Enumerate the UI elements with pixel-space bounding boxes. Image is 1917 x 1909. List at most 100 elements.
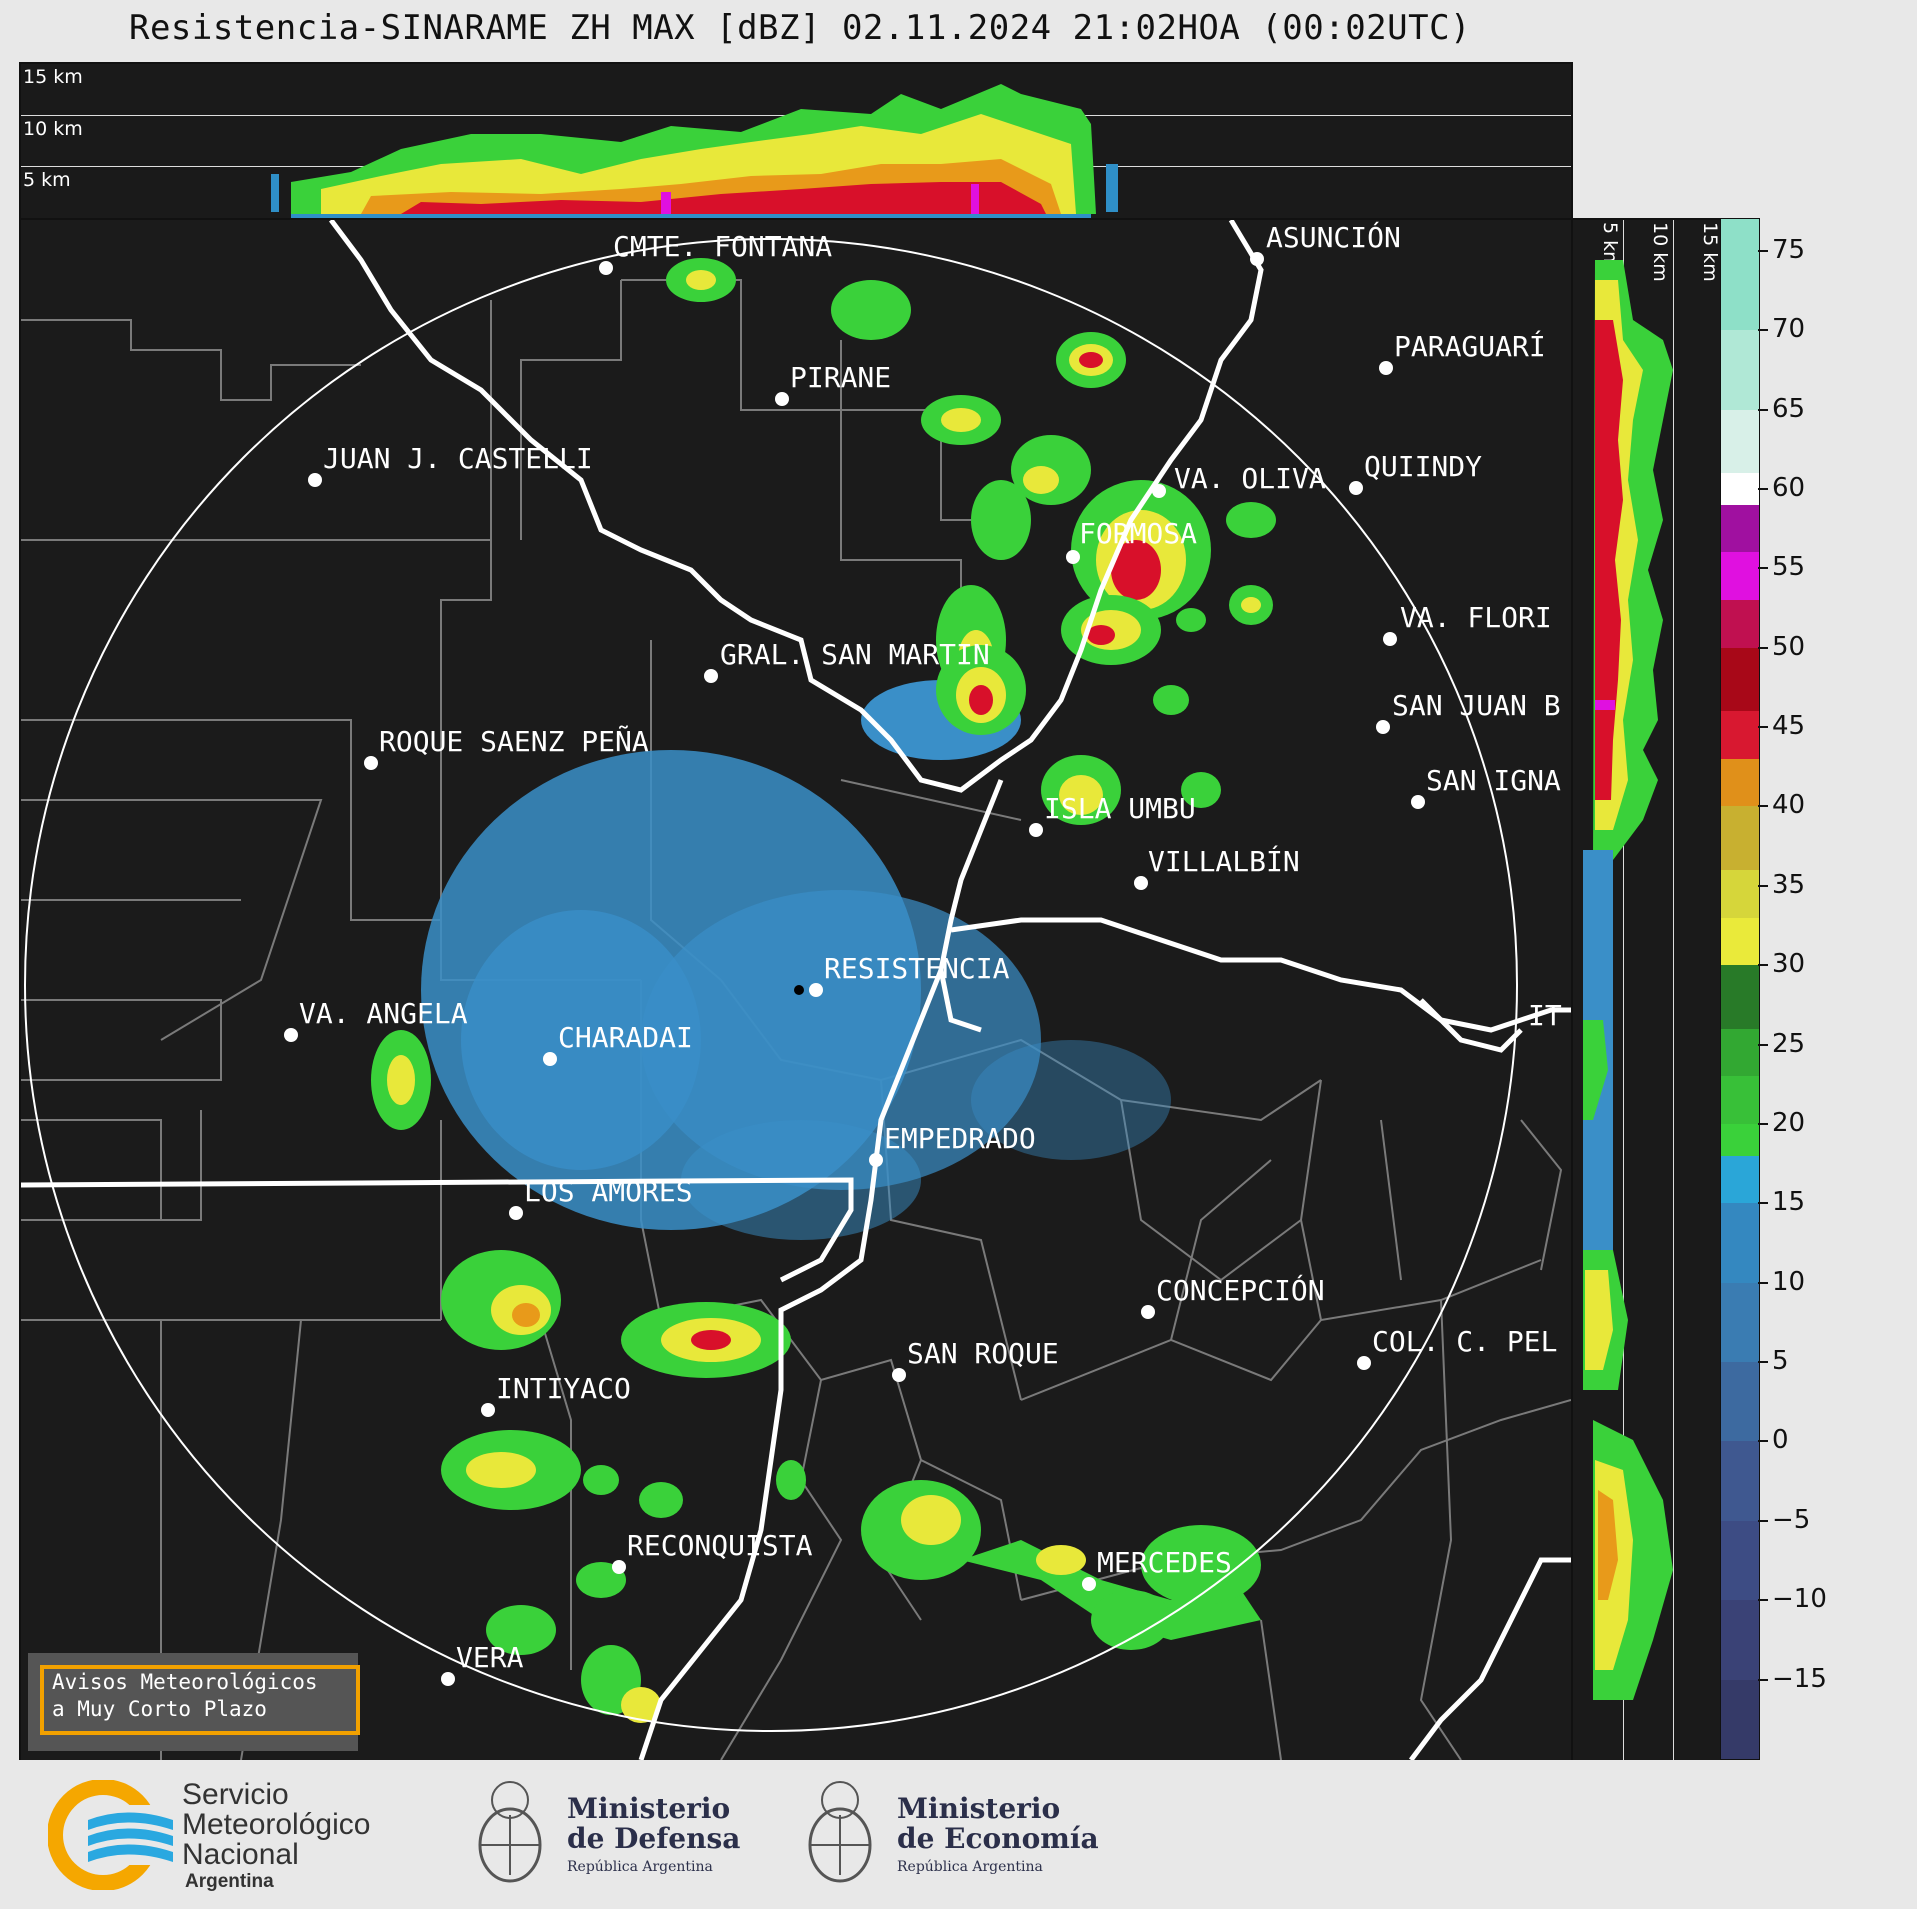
city-label-resistencia: RESISTENCIA: [824, 952, 1010, 985]
colorbar-tick-label: 25: [1772, 1028, 1806, 1059]
colorbar-tick: [1758, 1043, 1768, 1046]
city-marker: [704, 669, 718, 683]
city-marker: [441, 1672, 455, 1686]
colorbar-segment: [1721, 600, 1759, 648]
warning-line-1: Avisos Meteorológicos: [52, 1670, 318, 1694]
city-marker: [308, 473, 322, 487]
rivers: [21, 220, 1571, 1760]
city-marker: [1029, 823, 1043, 837]
colorbar-tick: [1758, 487, 1768, 490]
smn-line-3: Nacional: [182, 1838, 299, 1871]
city-label-it: IT: [1528, 999, 1562, 1032]
radar-map[interactable]: CMTE. FONTANA ASUNCIÓN PARAGUARÍ PIRANE …: [19, 218, 1573, 1762]
city-marker: [1250, 252, 1264, 266]
city-label-san-igna: SAN IGNA: [1426, 764, 1561, 797]
height-label-10km: 10 km: [23, 118, 83, 140]
city-marker: [1349, 481, 1363, 495]
defensa-line-2: de Defensa: [567, 1822, 741, 1855]
colorbar-tick-label: 55: [1772, 552, 1806, 583]
colorbar-segment: [1721, 711, 1759, 759]
city-marker: [1411, 795, 1425, 809]
city-marker: [869, 1153, 883, 1167]
city-marker: [1357, 1356, 1371, 1370]
colorbar-segment: [1721, 965, 1759, 1029]
colorbar-segment: [1721, 473, 1759, 505]
city-marker: [775, 392, 789, 406]
colorbar-tick: [1758, 1281, 1768, 1284]
colorbar-tick: [1758, 1202, 1768, 1205]
colorbar-segment: [1721, 1155, 1759, 1204]
colorbar-segment: [1721, 1203, 1759, 1283]
height-label-15km: 15 km: [23, 66, 83, 88]
colorbar-tick-label: −10: [1772, 1584, 1827, 1615]
colorbar-tick: [1758, 567, 1768, 570]
economia-line-2: de Economía: [897, 1822, 1099, 1855]
colorbar-tick-label: 0: [1772, 1425, 1789, 1456]
city-label-roque-saenz-pena: ROQUE SAENZ PEÑA: [379, 725, 649, 758]
colorbar-segment: [1721, 1520, 1759, 1601]
city-marker: [481, 1403, 495, 1417]
argentina-coat-of-arms-icon: [808, 1781, 872, 1883]
colorbar-tick-label: −5: [1772, 1504, 1811, 1535]
city-label-los-amores: LOS AMORES: [524, 1175, 693, 1208]
colorbar-tick: [1758, 1440, 1768, 1443]
colorbar-segment: [1721, 758, 1759, 807]
top-profile-echoes: [271, 84, 1118, 218]
city-marker: [599, 261, 613, 275]
colorbar-tick: [1758, 1678, 1768, 1681]
city-label-gral-san-martin: GRAL. SAN MARTIN: [720, 638, 990, 671]
dbz-colorbar: [1720, 218, 1760, 1760]
city-label-va-oliva: VA. OLIVA: [1174, 462, 1326, 495]
city-marker: [1082, 1577, 1096, 1591]
city-label-san-roque: SAN ROQUE: [907, 1337, 1059, 1370]
colorbar-tick-label: 10: [1772, 1266, 1806, 1297]
city-label-juan-j-castelli: JUAN J. CASTELLI: [323, 442, 593, 475]
colorbar-tick-label: 35: [1772, 869, 1806, 900]
city-label-san-juan-b: SAN JUAN B: [1392, 689, 1561, 722]
city-label-cmte-fontana: CMTE. FONTANA: [613, 230, 833, 263]
side-profile-echoes: [1583, 260, 1673, 1700]
city-label-empedrado: EMPEDRADO: [884, 1122, 1036, 1155]
city-label-villalbin: VILLALBÍN: [1148, 845, 1300, 878]
colorbar-segment: [1721, 1441, 1759, 1521]
city-marker: [1152, 484, 1166, 498]
defensa-line-3: República Argentina: [567, 1859, 713, 1875]
colorbar-tick: [1758, 408, 1768, 411]
colorbar-tick: [1758, 1122, 1768, 1125]
colorbar-segment: [1721, 1600, 1759, 1680]
colorbar-segment: [1721, 1362, 1759, 1442]
city-label-reconquista: RECONQUISTA: [627, 1529, 813, 1562]
colorbar-tick-label: 20: [1772, 1107, 1806, 1138]
colorbar-tick-label: 70: [1772, 314, 1806, 345]
colorbar-tick-label: 15: [1772, 1187, 1806, 1218]
city-marker: [543, 1052, 557, 1066]
colorbar-segment: [1721, 806, 1759, 870]
map-title: Resistencia-SINARAME ZH MAX [dBZ] 02.11.…: [128, 8, 1472, 48]
city-label-formosa: FORMOSA: [1079, 517, 1198, 550]
smn-line-4: Argentina: [185, 1871, 274, 1892]
colorbar-tick: [1758, 884, 1768, 887]
city-marker: [1379, 361, 1393, 375]
city-marker: [1383, 632, 1397, 646]
colorbar-segment: [1721, 869, 1759, 918]
colorbar-segment: [1721, 1076, 1759, 1124]
colorbar-segment: [1721, 1028, 1759, 1077]
colorbar-tick-label: 75: [1772, 234, 1806, 265]
height-label-5km: 5 km: [23, 169, 71, 191]
colorbar-tick: [1758, 329, 1768, 332]
city-marker: [284, 1028, 298, 1042]
colorbar-tick-label: 40: [1772, 790, 1806, 821]
economia-line-1: Ministerio: [897, 1792, 1061, 1825]
colorbar-segment: [1721, 330, 1759, 410]
city-label-charadai: CHARADAI: [558, 1021, 693, 1054]
city-label-va-angela: VA. ANGELA: [299, 997, 468, 1030]
city-label-paraguari: PARAGUARÍ: [1394, 330, 1546, 363]
footer: Servicio Meteorológico Nacional Argentin…: [0, 1760, 1917, 1909]
colorbar-tick-label: 50: [1772, 631, 1806, 662]
city-label-isla-umbu: ISLA UMBU: [1044, 792, 1196, 825]
city-marker: [509, 1206, 523, 1220]
warning-box[interactable]: Avisos Meteorológicos a Muy Corto Plazo: [28, 1653, 360, 1751]
city-marker: [1141, 1305, 1155, 1319]
city-marker: [364, 756, 378, 770]
city-label-col-c-pel: COL. C. PEL: [1372, 1325, 1558, 1358]
